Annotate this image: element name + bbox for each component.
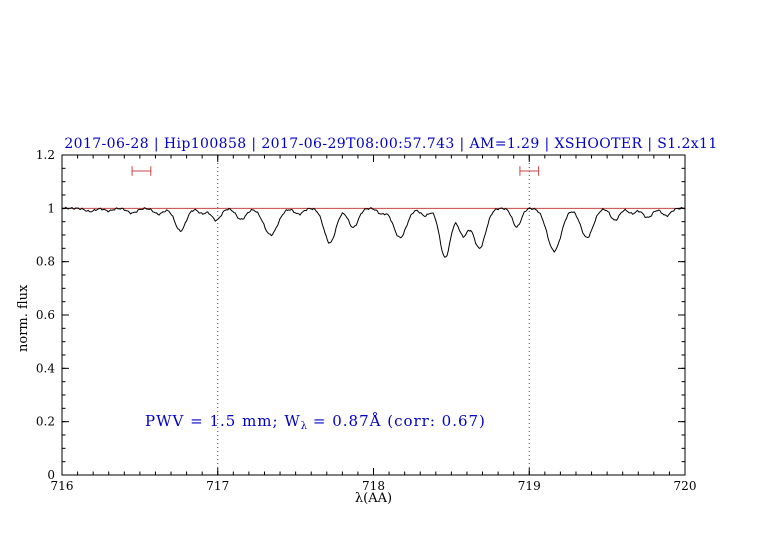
pwv-annotation-pre: PWV = 1.5 mm; W — [145, 412, 301, 430]
y-tick-label: 1 — [47, 201, 55, 215]
x-tick-label: 717 — [206, 479, 229, 493]
x-tick-label: 720 — [674, 479, 697, 493]
pwv-annotation-post: = 0.87Å (corr: 0.67) — [307, 412, 486, 430]
pwv-annotation-subscript: λ — [300, 421, 308, 432]
pwv-annotation: PWV = 1.5 mm; Wλ = 0.87Å (corr: 0.67) — [145, 412, 486, 432]
y-tick-label: 0.4 — [36, 361, 55, 375]
y-tick-label: 0 — [47, 468, 55, 482]
spectrum-line — [61, 206, 686, 258]
plot-title: 2017-06-28 | Hip100858 | 2017-06-29T08:0… — [64, 136, 718, 152]
y-tick-label: 0.8 — [36, 255, 55, 269]
range-marker — [131, 166, 152, 176]
y-axis-label: norm. flux — [16, 284, 31, 352]
y-tick-label: 0.6 — [36, 308, 55, 322]
x-tick-label: 716 — [51, 479, 74, 493]
range-marker — [519, 166, 540, 176]
y-tick-label: 0.2 — [36, 415, 55, 429]
x-tick-label: 719 — [518, 479, 541, 493]
x-tick-label: 718 — [362, 479, 385, 493]
x-axis-label: λ(AA) — [354, 491, 393, 506]
y-tick-label: 1.2 — [36, 148, 55, 162]
